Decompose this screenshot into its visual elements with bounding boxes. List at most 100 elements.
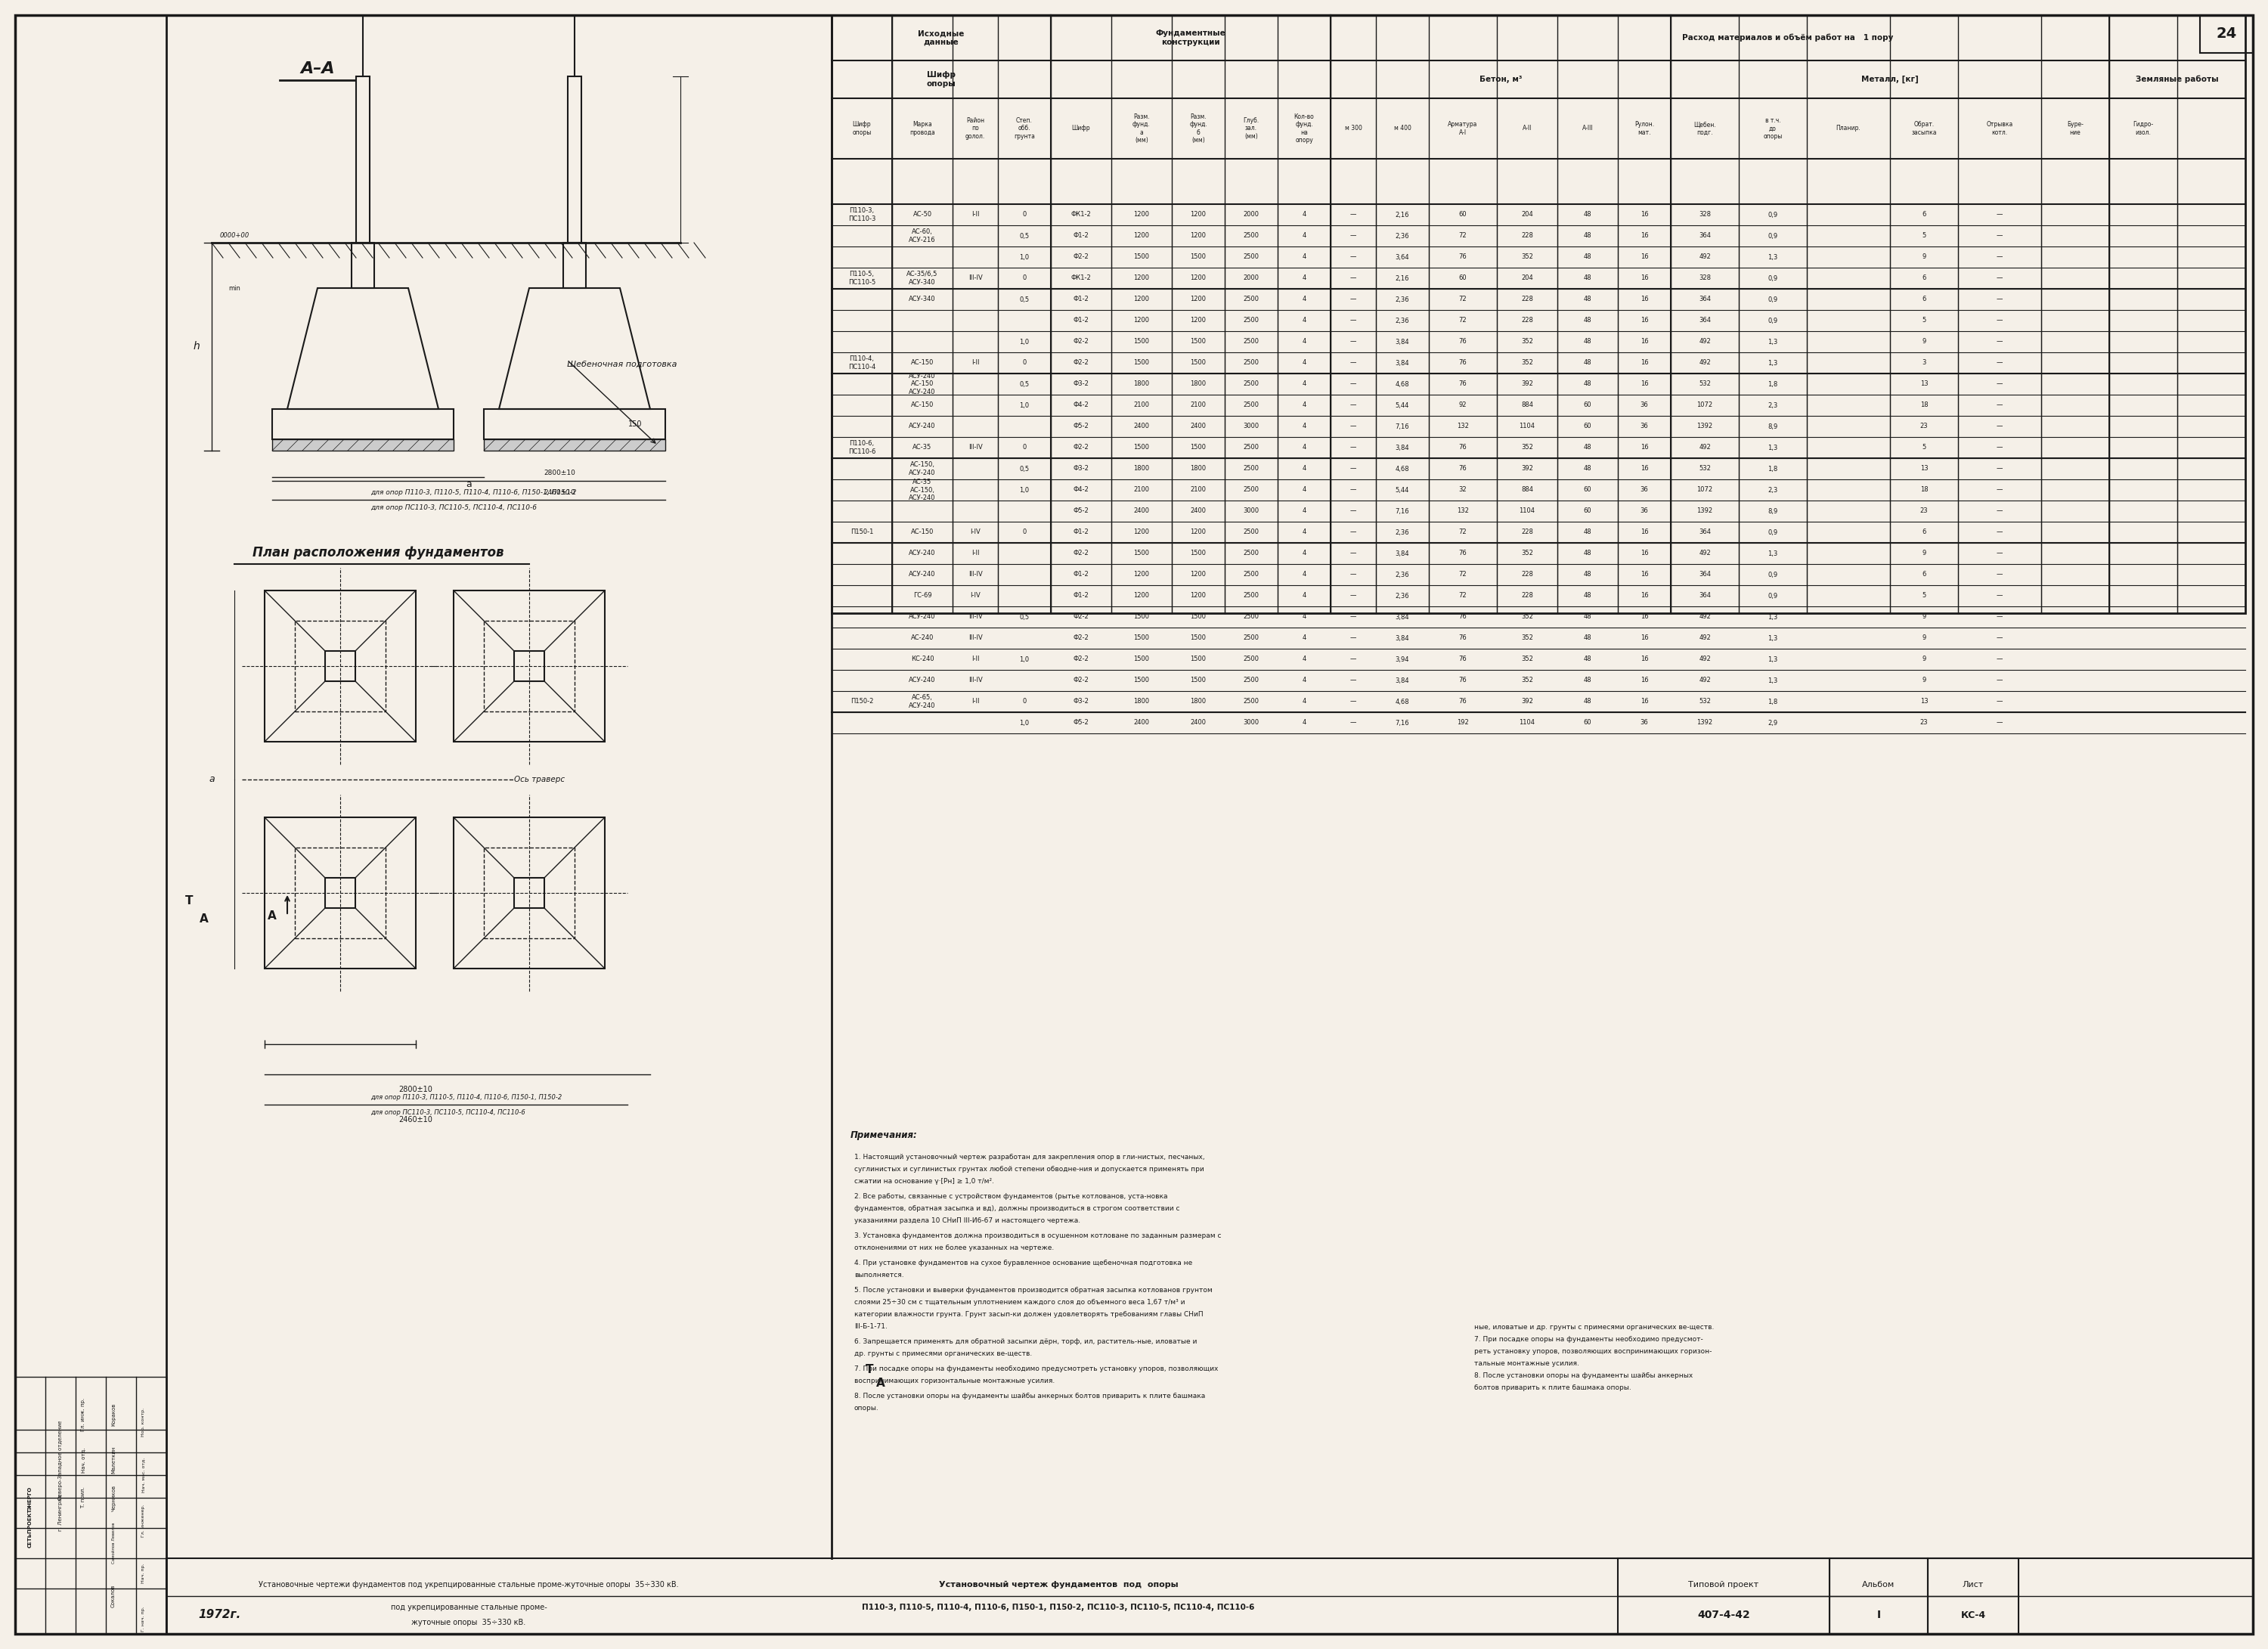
Text: 1800: 1800 — [1191, 465, 1207, 472]
Text: Нач. пр.: Нач. пр. — [141, 1563, 145, 1583]
Text: —: — — [1996, 381, 2003, 388]
Bar — [265, 590, 415, 742]
Text: 4: 4 — [1302, 719, 1306, 726]
Text: 72: 72 — [1458, 571, 1467, 579]
Text: 36: 36 — [1640, 486, 1649, 493]
Text: под укрепцированные стальные проме-: под укрепцированные стальные проме- — [390, 1603, 547, 1611]
Text: —: — — [1996, 297, 2003, 303]
Text: опоры.: опоры. — [855, 1405, 880, 1412]
Text: 1,3: 1,3 — [1767, 254, 1778, 261]
Text: 1800: 1800 — [1191, 381, 1207, 388]
Text: 1800: 1800 — [1134, 698, 1150, 706]
Text: выполняется.: выполняется. — [855, 1271, 905, 1278]
Text: Ф1-2: Ф1-2 — [1073, 571, 1089, 579]
Text: 228: 228 — [1522, 297, 1533, 303]
Text: 36: 36 — [1640, 719, 1649, 726]
Text: 2460±10: 2460±10 — [544, 488, 576, 496]
Text: 1072: 1072 — [1696, 486, 1712, 493]
Text: 1,3: 1,3 — [1767, 551, 1778, 557]
Text: 48: 48 — [1583, 635, 1592, 641]
Text: 352: 352 — [1522, 656, 1533, 663]
Text: 4. При установке фундаментов на сухое буравленное основание щебеночная подготовк: 4. При установке фундаментов на сухое бу… — [855, 1260, 1193, 1266]
Text: 0,9: 0,9 — [1767, 233, 1778, 239]
Text: 13: 13 — [1921, 698, 1928, 706]
Text: 392: 392 — [1522, 698, 1533, 706]
Text: 1500: 1500 — [1134, 656, 1150, 663]
Bar — [295, 848, 386, 938]
Text: Кораков: Кораков — [111, 1403, 116, 1426]
Text: 23: 23 — [1921, 719, 1928, 726]
Text: a: a — [465, 480, 472, 490]
Text: 1392: 1392 — [1696, 719, 1712, 726]
Text: 4,68: 4,68 — [1395, 465, 1408, 472]
Text: Исходные
данные: Исходные данные — [919, 30, 964, 46]
Text: СЕТЬПРОЕКТ: СЕТЬПРОЕКТ — [27, 1509, 32, 1548]
Text: Типовой проект: Типовой проект — [1687, 1581, 1760, 1588]
Text: 3,84: 3,84 — [1395, 635, 1408, 641]
Text: 72: 72 — [1458, 592, 1467, 599]
Text: 72: 72 — [1458, 233, 1467, 239]
Text: АСУ-240: АСУ-240 — [909, 571, 937, 579]
Text: —: — — [1349, 297, 1356, 303]
Bar — [567, 76, 581, 242]
Text: 3,84: 3,84 — [1395, 338, 1408, 345]
Text: 9: 9 — [1921, 678, 1926, 684]
Text: 2500: 2500 — [1243, 233, 1259, 239]
Text: 1072: 1072 — [1696, 402, 1712, 409]
Text: 48: 48 — [1583, 381, 1592, 388]
Text: Ф3-2: Ф3-2 — [1073, 698, 1089, 706]
Text: 4: 4 — [1302, 424, 1306, 430]
Text: 0,9: 0,9 — [1767, 529, 1778, 536]
Text: 1500: 1500 — [1134, 359, 1150, 366]
Text: 228: 228 — [1522, 529, 1533, 536]
Text: 16: 16 — [1640, 297, 1649, 303]
Text: АСУ-240
АС-150
АСУ-240: АСУ-240 АС-150 АСУ-240 — [909, 373, 937, 396]
Text: 2500: 2500 — [1243, 551, 1259, 557]
Text: 0: 0 — [1023, 698, 1027, 706]
Text: 2500: 2500 — [1243, 297, 1259, 303]
Text: I-IV: I-IV — [971, 529, 980, 536]
Text: 1200: 1200 — [1134, 275, 1150, 282]
Text: фундаментов, обратная засыпка и вд), должны производиться в строгом соответствии: фундаментов, обратная засыпка и вд), дол… — [855, 1205, 1179, 1212]
Text: —: — — [1996, 275, 2003, 282]
Text: Ф1-2: Ф1-2 — [1073, 297, 1089, 303]
Text: тальные монтажные усилия.: тальные монтажные усилия. — [1474, 1360, 1579, 1367]
Text: 76: 76 — [1458, 698, 1467, 706]
Text: 16: 16 — [1640, 613, 1649, 620]
Text: 60: 60 — [1583, 719, 1592, 726]
Bar — [166, 1558, 2252, 1634]
Text: 1,8: 1,8 — [1767, 698, 1778, 706]
Text: 2,36: 2,36 — [1395, 592, 1408, 599]
Text: Нач. мас. отд.: Нач. мас. отд. — [141, 1458, 145, 1492]
Text: —: — — [1996, 444, 2003, 450]
Text: 392: 392 — [1522, 381, 1533, 388]
Text: 9: 9 — [1921, 635, 1926, 641]
Text: 1500: 1500 — [1191, 551, 1207, 557]
Text: воспринимающих горизонтальные монтажные усилия.: воспринимающих горизонтальные монтажные … — [855, 1377, 1055, 1385]
Text: 4: 4 — [1302, 698, 1306, 706]
Text: 1200: 1200 — [1134, 317, 1150, 323]
Bar — [832, 15, 2245, 613]
Text: 4: 4 — [1302, 508, 1306, 514]
Text: 16: 16 — [1640, 635, 1649, 641]
Bar — [1617, 1558, 1830, 1634]
Text: 1500: 1500 — [1134, 635, 1150, 641]
Text: АС-150: АС-150 — [912, 359, 934, 366]
Text: 76: 76 — [1458, 678, 1467, 684]
Text: Ф5-2: Ф5-2 — [1073, 508, 1089, 514]
Text: 16: 16 — [1640, 275, 1649, 282]
Text: Сокалов: Сокалов — [111, 1585, 116, 1608]
Text: АСУ-240: АСУ-240 — [909, 678, 937, 684]
Text: 2800±10: 2800±10 — [399, 1085, 433, 1093]
Text: Ф2-2: Ф2-2 — [1073, 551, 1089, 557]
Text: —: — — [1349, 719, 1356, 726]
Text: 36: 36 — [1640, 402, 1649, 409]
Text: 1500: 1500 — [1134, 678, 1150, 684]
Text: АС-50: АС-50 — [912, 211, 932, 218]
Text: 8. После установки опоры на фундаменты шайбы анкерных болтов приварить к плите б: 8. После установки опоры на фундаменты ш… — [855, 1393, 1204, 1400]
Text: III-IV: III-IV — [968, 571, 982, 579]
Text: АС-35/6,5
АСУ-340: АС-35/6,5 АСУ-340 — [907, 270, 939, 285]
Text: 72: 72 — [1458, 529, 1467, 536]
Text: 48: 48 — [1583, 529, 1592, 536]
Text: 2100: 2100 — [1191, 486, 1207, 493]
